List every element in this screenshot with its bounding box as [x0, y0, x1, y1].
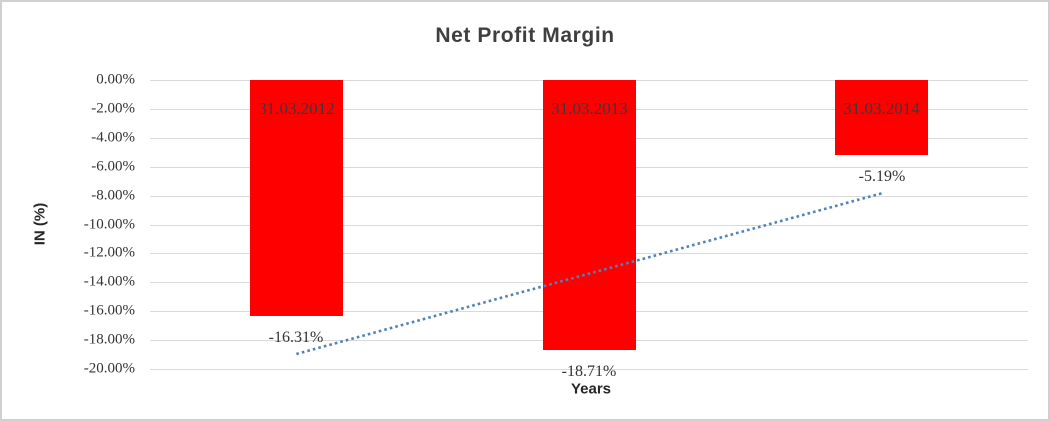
bar-value-label: -5.19%	[858, 168, 906, 185]
y-tick-label: -16.00%	[83, 302, 135, 319]
y-tick-label: -8.00%	[91, 187, 135, 204]
y-tick-label: -14.00%	[83, 273, 135, 290]
y-tick-label: -6.00%	[91, 158, 135, 175]
y-tick-label: -10.00%	[83, 216, 135, 233]
bar-category-label: 31.03.2014	[843, 99, 920, 118]
bar: 31.03.2014	[835, 80, 928, 155]
y-tick-label: -20.00%	[83, 360, 135, 377]
plot-area: 31.03.2012 -16.31% 31.03.2013 -18.71% 31.03.…	[150, 80, 1028, 380]
trendline	[295, 192, 883, 356]
trendline-layer	[295, 192, 883, 356]
bar-value-label: -18.71%	[561, 363, 617, 380]
y-axis-ticks: 0.00% -2.00% -4.00% -6.00% -8.00% -10.00% -12.…	[2, 72, 135, 377]
y-tick-label: 0.00%	[96, 71, 135, 88]
bar-category-label: 31.03.2013	[551, 99, 628, 118]
x-axis-title: Years	[570, 380, 612, 398]
bar-value-label: -16.31%	[268, 329, 324, 346]
y-tick-label: -12.00%	[83, 244, 135, 261]
y-tick-label: -18.00%	[83, 331, 135, 348]
bar: 31.03.2012	[250, 80, 343, 316]
y-tick-label: -4.00%	[91, 129, 135, 146]
y-tick-label: -2.00%	[91, 100, 135, 117]
bar: 31.03.2013	[543, 80, 636, 350]
bar-category-label: 31.03.2012	[258, 99, 335, 118]
chart-title: Net Profit Margin	[435, 24, 615, 47]
gridline	[150, 369, 1028, 370]
